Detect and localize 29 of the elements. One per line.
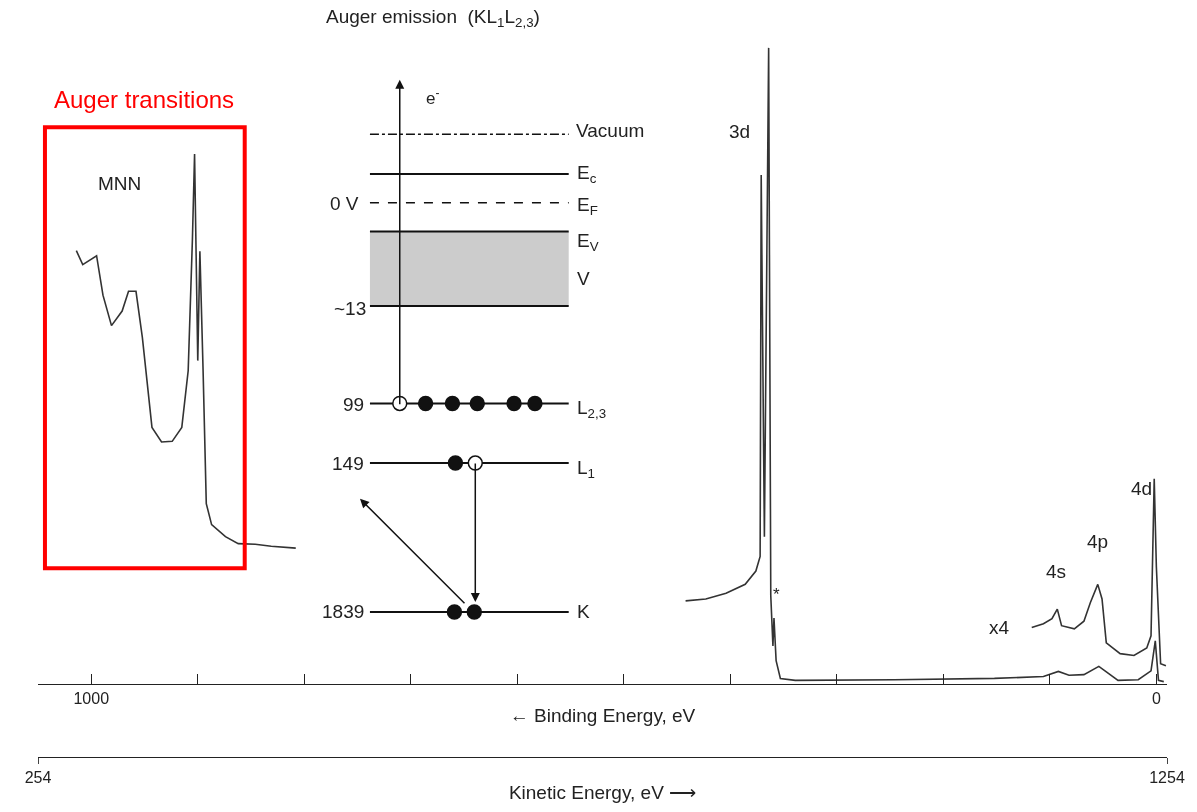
annotation: 4p	[1087, 531, 1109, 552]
annotation: V	[577, 268, 590, 289]
annotation: E$_{F}$	[577, 194, 598, 218]
annotation: MNN	[98, 173, 142, 194]
annotation: x4	[989, 617, 1010, 638]
x-axis-title: ← Binding Energy, eV	[509, 704, 696, 726]
annotation: 1839	[322, 601, 365, 622]
annotation: L$_{1}$	[577, 457, 595, 481]
x2-tick-label: 1254	[1149, 769, 1185, 787]
annotation: 4s	[1046, 561, 1067, 582]
x-tick-label: 0	[1151, 689, 1161, 707]
annotation: ~13	[334, 298, 367, 319]
x2-axis-title: Kinetic Energy, eV ⟶	[508, 782, 697, 803]
annotation: 4d	[1131, 478, 1153, 499]
annotation: 3d	[729, 121, 751, 142]
annotation: 0 V	[330, 193, 359, 214]
annotation: Auger transitions	[54, 86, 235, 113]
annotation: L$_{2,3}$	[577, 397, 607, 421]
x2-tick-label: 254	[24, 769, 52, 787]
annotation: e$^{-}$	[426, 86, 440, 109]
annotation: E$_{c}$	[577, 162, 597, 186]
annotation: K	[577, 601, 590, 622]
annotation: 149	[332, 453, 364, 474]
annotation: *	[773, 585, 780, 604]
x-tick-label: 1000	[73, 689, 110, 707]
annotation: E$_{V}$	[577, 230, 599, 254]
text: Auger emission (KL$_{1}$L$_{2,3}$)	[326, 6, 540, 30]
annotation: Vacuum	[576, 120, 645, 141]
annotation: 99	[343, 394, 365, 415]
